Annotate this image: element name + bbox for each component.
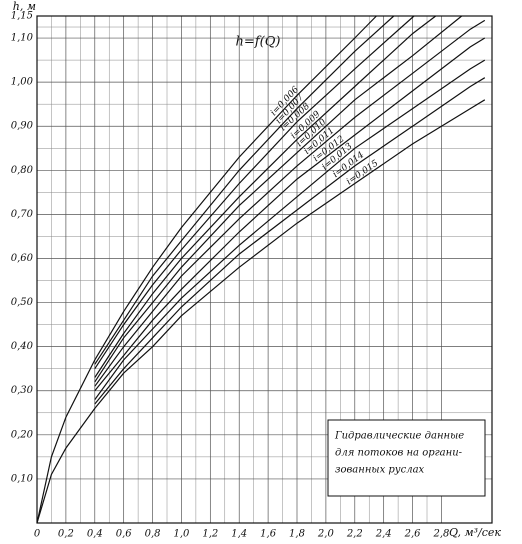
y-tick-label: 0,10 <box>11 473 34 484</box>
x-tick-label: 1,4 <box>231 529 247 540</box>
curve <box>94 59 486 400</box>
y-tick-label: 0,80 <box>11 165 34 176</box>
x-tick-label: 0,8 <box>145 529 161 540</box>
annotation-line: Гидравлические данные <box>334 431 464 442</box>
chart-title: h=f(Q) <box>236 35 281 50</box>
curve <box>36 99 486 524</box>
y-tick-label: 0,50 <box>11 297 34 308</box>
y-tick-label: 0,40 <box>11 341 34 352</box>
y-tick-label: 1,15 <box>11 11 33 22</box>
y-tick-label: 0,30 <box>11 385 34 396</box>
curve <box>94 37 486 392</box>
y-tick-label: 0,20 <box>11 429 34 440</box>
annotation-box <box>327 419 486 497</box>
x-tick-label: 2,8 <box>432 529 449 540</box>
curve <box>94 77 486 405</box>
curve <box>94 19 486 387</box>
curve <box>94 15 437 378</box>
y-tick-label: 1,10 <box>11 33 34 44</box>
x-tick-label: 1,6 <box>260 529 277 540</box>
x-tick-label: 2,6 <box>404 529 422 540</box>
y-tick-label: 0,60 <box>11 253 34 264</box>
y-tick-label: 0,90 <box>11 121 34 132</box>
x-tick-label: 1,8 <box>289 529 305 540</box>
curve <box>94 15 395 365</box>
annotation-line: для потоков на органи- <box>335 448 463 459</box>
x-tick-label: 2,2 <box>346 529 363 540</box>
curve <box>36 15 377 524</box>
x-tick-label: 2,0 <box>317 529 335 540</box>
y-tick-label: 1,00 <box>11 77 34 88</box>
x-tick-label: 1,2 <box>202 529 218 540</box>
y-tick-label: 0,70 <box>11 209 34 220</box>
curve <box>94 15 415 370</box>
annotation-line: зованных руслах <box>335 465 425 476</box>
x-axis-label: Q, м³/сек <box>449 526 501 539</box>
y-axis-label: h, м <box>13 0 36 13</box>
x-tick-label: 2,4 <box>375 529 392 540</box>
x-tick-label: 0,2 <box>58 529 74 540</box>
plot-frame <box>36 15 493 524</box>
x-tick-label: 0,4 <box>87 529 103 540</box>
x-tick-label: 1,0 <box>173 529 190 540</box>
curve <box>94 15 463 383</box>
x-tick-label: 0 <box>34 529 41 540</box>
x-tick-label: 0,6 <box>116 529 133 540</box>
